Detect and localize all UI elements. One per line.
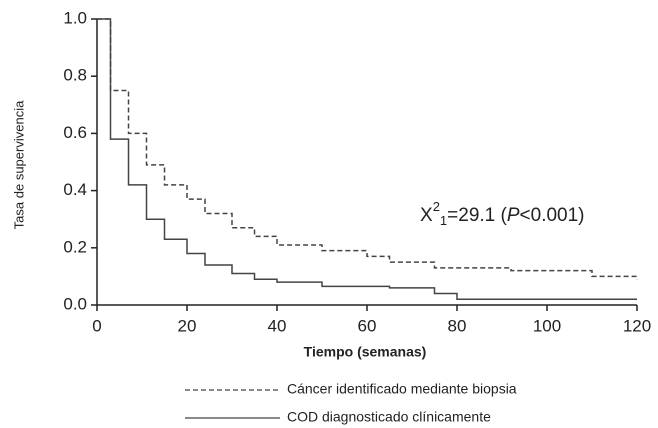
y-axis-label: Tasa de supervivencia <box>11 100 26 229</box>
annotation-part: X <box>420 205 433 226</box>
y-tick-label: 1.0 <box>63 8 87 27</box>
annotation-part: =29.1 ( <box>447 205 507 226</box>
x-tick-label: 120 <box>623 316 651 335</box>
x-axis-label: Tiempo (semanas) <box>304 344 427 360</box>
y-tick-label: 0.0 <box>63 294 87 313</box>
legend-label: Cáncer identificado mediante biopsia <box>287 381 517 397</box>
y-tick-label: 0.2 <box>63 237 87 256</box>
y-tick-label: 0.6 <box>63 123 87 142</box>
legend-label: COD diagnosticado clínicamente <box>287 409 491 425</box>
y-tick-label: 0.4 <box>63 180 87 199</box>
annotation-part: 1 <box>440 213 447 228</box>
x-tick-label: 60 <box>358 316 377 335</box>
y-tick-label: 0.8 <box>63 66 87 85</box>
x-tick-label: 40 <box>268 316 287 335</box>
survival-line <box>97 18 637 301</box>
survival-line <box>97 18 638 280</box>
x-tick-label: 20 <box>178 316 197 335</box>
annotation-part: P <box>507 205 520 226</box>
annotation-part: <0.001) <box>520 205 585 226</box>
x-tick-label: 0 <box>92 316 101 335</box>
x-tick-label: 80 <box>448 316 467 335</box>
annotation: X21=29.1 (P<0.001) <box>420 199 585 228</box>
x-tick-label: 100 <box>533 316 561 335</box>
annotation-part: 2 <box>433 199 440 214</box>
